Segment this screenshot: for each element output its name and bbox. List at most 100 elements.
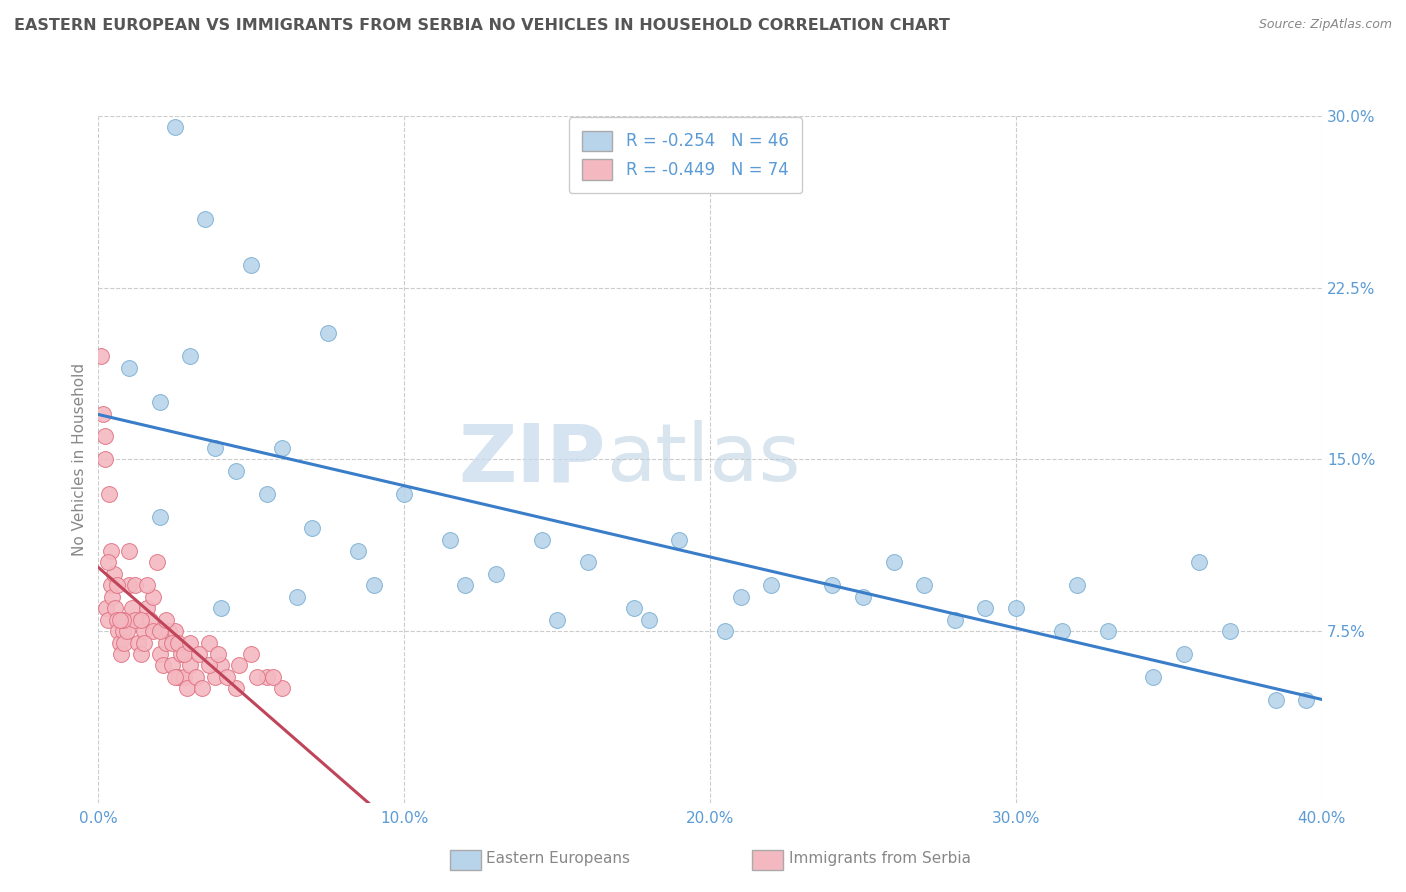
Text: ZIP: ZIP <box>458 420 606 499</box>
Point <box>186 670 208 684</box>
Point <box>852 590 875 604</box>
Point <box>215 670 238 684</box>
Point <box>145 555 167 570</box>
Point <box>93 429 115 443</box>
Text: Source: ZipAtlas.com: Source: ZipAtlas.com <box>1258 18 1392 31</box>
Point <box>225 464 247 478</box>
Point <box>115 613 138 627</box>
Point <box>160 635 183 649</box>
Point <box>454 578 477 592</box>
Point <box>167 635 190 649</box>
Point <box>136 601 159 615</box>
Point <box>118 578 141 592</box>
Point <box>124 578 146 592</box>
Point <box>157 624 180 639</box>
Text: atlas: atlas <box>606 420 800 499</box>
Point <box>256 670 278 684</box>
Point <box>98 487 121 501</box>
Point <box>136 578 159 592</box>
Point <box>121 601 143 615</box>
Point <box>1066 578 1088 592</box>
Point <box>152 658 174 673</box>
Point <box>439 533 461 547</box>
Point <box>714 624 737 639</box>
Point <box>129 647 152 661</box>
Point <box>204 441 226 455</box>
Point <box>316 326 339 341</box>
Point <box>392 487 416 501</box>
Point <box>129 613 152 627</box>
Point <box>179 635 201 649</box>
Point <box>188 647 211 661</box>
Point <box>883 555 905 570</box>
Point <box>530 533 553 547</box>
Point <box>194 212 217 227</box>
Point <box>163 670 186 684</box>
Point <box>209 658 232 673</box>
Point <box>485 566 508 581</box>
Point <box>761 578 783 592</box>
Point <box>179 658 201 673</box>
Point <box>107 624 129 639</box>
Point <box>1188 555 1211 570</box>
Point <box>94 601 117 615</box>
Point <box>155 613 177 627</box>
Point <box>240 258 263 272</box>
Point <box>124 613 146 627</box>
Point <box>197 635 219 649</box>
Point <box>105 578 128 592</box>
Point <box>179 350 201 364</box>
Point <box>1004 601 1026 615</box>
Point <box>576 555 599 570</box>
Point <box>170 647 193 661</box>
Point <box>668 533 690 547</box>
Point <box>139 613 162 627</box>
Point <box>100 544 122 558</box>
Point <box>100 578 122 592</box>
Point <box>1097 624 1119 639</box>
Y-axis label: No Vehicles in Household: No Vehicles in Household <box>72 363 87 556</box>
Point <box>103 566 125 581</box>
Point <box>638 613 661 627</box>
Point <box>104 601 127 615</box>
Point <box>149 647 172 661</box>
Point <box>1173 647 1195 661</box>
Point <box>110 647 132 661</box>
Point <box>173 647 195 661</box>
Point <box>111 613 134 627</box>
Point <box>209 601 232 615</box>
Point <box>1219 624 1241 639</box>
Point <box>974 601 997 615</box>
Point <box>142 624 165 639</box>
Point <box>301 521 323 535</box>
Point <box>204 670 226 684</box>
Point <box>149 509 172 524</box>
Point <box>118 360 141 375</box>
Point <box>1264 692 1286 706</box>
Point <box>1050 624 1073 639</box>
Point <box>256 487 278 501</box>
Point <box>134 635 156 649</box>
Point <box>270 441 294 455</box>
Point <box>240 647 263 661</box>
Point <box>225 681 247 696</box>
Point <box>262 670 284 684</box>
Point <box>93 452 115 467</box>
Point <box>191 681 214 696</box>
Point <box>173 670 195 684</box>
Point <box>1142 670 1164 684</box>
Point <box>207 647 229 661</box>
Point <box>112 635 135 649</box>
Point <box>546 613 568 627</box>
Text: Immigrants from Serbia: Immigrants from Serbia <box>789 852 970 866</box>
Point <box>347 544 370 558</box>
Point <box>730 590 752 604</box>
Point <box>197 658 219 673</box>
Point <box>270 681 294 696</box>
Point <box>127 635 149 649</box>
Point <box>285 590 308 604</box>
Point <box>821 578 844 592</box>
Point <box>111 624 134 639</box>
Legend: R = -0.254   N = 46, R = -0.449   N = 74: R = -0.254 N = 46, R = -0.449 N = 74 <box>569 118 801 193</box>
Point <box>163 624 186 639</box>
